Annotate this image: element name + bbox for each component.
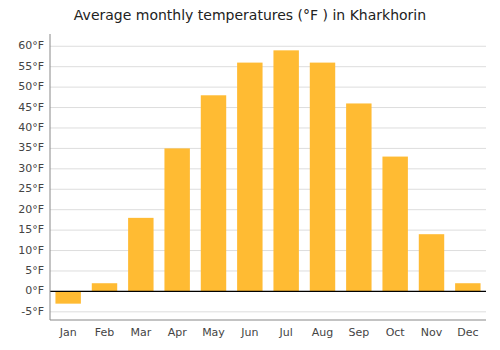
- x-tick-label: Mar: [130, 326, 151, 339]
- chart: Average monthly temperatures (°F ) in Kh…: [0, 0, 500, 350]
- y-tick-label: 55°F: [18, 60, 44, 73]
- x-tick-label: Feb: [95, 326, 114, 339]
- bar: [201, 95, 226, 291]
- grid: [50, 46, 486, 312]
- grid-line: [50, 66, 486, 67]
- grid-line: [50, 189, 486, 190]
- bar: [273, 50, 298, 291]
- y-tick-label: 45°F: [18, 101, 44, 114]
- x-tick-label: Sep: [348, 326, 369, 339]
- grid-line: [50, 127, 486, 128]
- bar: [92, 283, 117, 291]
- y-tick-label: 20°F: [18, 203, 44, 216]
- grid-line: [50, 46, 486, 47]
- x-tick-label: Jul: [279, 326, 293, 339]
- bar: [419, 234, 444, 291]
- grid-line: [50, 168, 486, 169]
- y-tick-label: 15°F: [18, 223, 44, 236]
- x-tick-label: Jun: [240, 326, 258, 339]
- bar: [128, 218, 153, 292]
- grid-line: [50, 311, 486, 312]
- y-tick-label: 40°F: [18, 121, 44, 134]
- grid-line: [50, 291, 486, 292]
- y-tick-label: 30°F: [18, 162, 44, 175]
- x-tick-label: Nov: [421, 326, 443, 339]
- baseline: [50, 291, 486, 292]
- grid-line: [50, 209, 486, 210]
- y-tick-label: 10°F: [18, 244, 44, 257]
- x-axis-line: [50, 320, 486, 321]
- bar: [55, 291, 80, 303]
- y-axis-line: [50, 34, 51, 320]
- x-tick-label: Jan: [59, 326, 77, 339]
- y-tick-label: -5°F: [21, 305, 44, 318]
- x-tick-label: Apr: [168, 326, 188, 339]
- grid-line: [50, 230, 486, 231]
- y-tick-label: 50°F: [18, 80, 44, 93]
- x-tick-label: Aug: [312, 326, 333, 339]
- grid-line: [50, 148, 486, 149]
- bar: [164, 148, 189, 291]
- bar: [382, 157, 407, 292]
- grid-line: [50, 87, 486, 88]
- y-tick-label: 5°F: [25, 264, 44, 277]
- x-tick-label: Oct: [386, 326, 406, 339]
- bars: [55, 50, 480, 303]
- bar: [237, 63, 262, 292]
- bar: [455, 283, 480, 291]
- title: Average monthly temperatures (°F ) in Kh…: [74, 7, 426, 23]
- y-tick-label: 0°F: [25, 284, 44, 297]
- y-tick-label: 35°F: [18, 141, 44, 154]
- y-tick-label: 25°F: [18, 182, 44, 195]
- y-tick-label: 60°F: [18, 39, 44, 52]
- x-tick-label: Dec: [457, 326, 478, 339]
- x-tick-label: May: [202, 326, 225, 339]
- bar: [346, 103, 371, 291]
- bar: [310, 63, 335, 292]
- grid-line: [50, 107, 486, 108]
